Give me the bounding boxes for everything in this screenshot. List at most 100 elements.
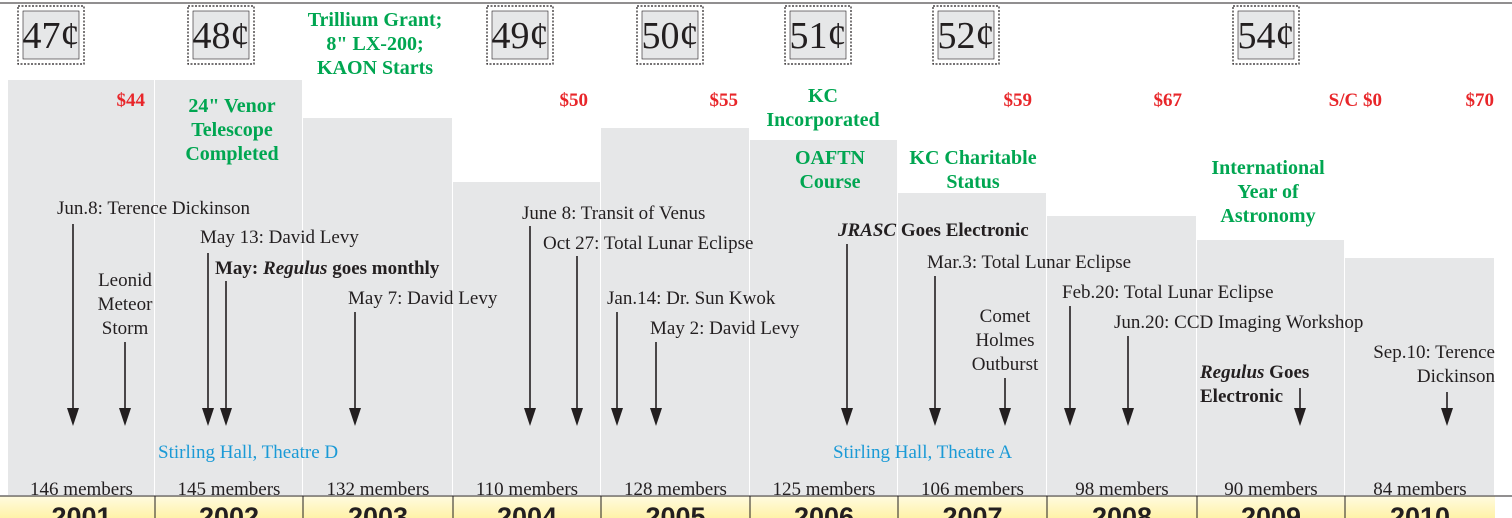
event-arrowhead [999,408,1011,426]
event-arrowhead [67,408,79,426]
event-arrowhead [119,408,131,426]
year-column [1197,240,1344,495]
milestone: Status [946,171,1000,193]
year-column [601,128,749,495]
event-text-part: May 13: David Levy [200,227,359,248]
event-text: May: Regulus goes monthly [215,258,440,279]
year-column [750,140,897,495]
year: 2002 [199,502,259,518]
event-arrowhead [1441,408,1453,426]
event-text-part: Storm [102,318,149,339]
year-cell [898,496,1047,518]
members: 98 members [1075,479,1168,500]
members: 84 members [1373,479,1466,500]
event-text: JRASC Goes Electronic [837,220,1029,241]
stamp-value: 50¢ [642,15,699,57]
event-arrowhead [841,408,853,426]
price: S/C $0 [1329,90,1382,111]
year-cell [1345,496,1495,518]
event-text-part: Outburst [972,354,1039,375]
year-cell [1047,496,1197,518]
content: 146 members 2001 145 members 2002 132 member… [0,5,1512,518]
event-text-part: Jun.8: Terence Dickinson [57,198,251,219]
event-text: Jun.8: Terence Dickinson [57,198,251,219]
event-text: Mar.3: Total Lunar Eclipse [927,252,1131,273]
event-text-part: Dickinson [1417,366,1496,387]
event-arrowhead [220,408,232,426]
year-column [1047,216,1196,495]
milestone: Incorporated [766,109,879,131]
event-text: Storm [102,318,149,339]
year-cell [453,496,601,518]
event-text: Jan.14: Dr. Sun Kwok [607,288,776,309]
event-text-part: Electronic [1200,386,1283,407]
event-text-part: goes monthly [327,258,439,279]
milestone: Course [799,171,860,193]
milestone: International [1211,157,1325,179]
stamp-face [491,10,549,60]
event-text: Sep.10: Terence [1373,342,1495,363]
event-text: Holmes [975,330,1034,351]
stamp-value: 48¢ [193,15,250,57]
milestone: Telescope [191,119,273,141]
event-arrowhead [1064,408,1076,426]
event-arrowhead [571,408,583,426]
year: 2005 [645,502,705,518]
stamp-face [22,10,80,60]
event-text: May 7: David Levy [348,288,498,309]
stamp-value: 54¢ [1238,15,1295,57]
event-text-part: Leonid [98,270,152,291]
event-text: Meteor [98,294,154,315]
stamp-face [641,10,699,60]
price: $50 [560,90,589,111]
members: 90 members [1224,479,1317,500]
year-column [155,80,302,495]
milestone: KAON Starts [317,57,433,79]
year: 2007 [942,502,1002,518]
stamp-value: 52¢ [938,15,995,57]
event-arrowhead [929,408,941,426]
year-cell [601,496,750,518]
event-text: Jun.20: CCD Imaging Workshop [1114,312,1363,333]
event-arrowhead [650,408,662,426]
members: 125 members [773,479,876,500]
year: 2004 [497,502,557,518]
event-arrowhead [349,408,361,426]
stamp-value: 49¢ [492,15,549,57]
milestone: KC Charitable [909,147,1036,169]
year-cell [1197,496,1345,518]
year-column [8,80,154,495]
event-text: Feb.20: Total Lunar Eclipse [1062,282,1274,303]
event-text-part: Regulus [1199,362,1264,383]
event-text-part: Feb.20: Total Lunar Eclipse [1062,282,1274,303]
venue: Stirling Hall, Theatre D [158,442,338,463]
event-text: Dickinson [1417,366,1496,387]
event-text: Oct 27: Total Lunar Eclipse [543,233,753,254]
columns [8,80,1494,495]
event-text: Comet [980,306,1031,327]
event-text-part: May 7: David Levy [348,288,498,309]
price: $70 [1466,90,1495,111]
stamp-value: 47¢ [23,15,80,57]
year: 2003 [348,502,408,518]
year-column [1345,258,1494,495]
event-text-part: Goes [1264,362,1309,383]
event-text-part: Jun.20: CCD Imaging Workshop [1114,312,1363,333]
milestone: Completed [185,143,278,165]
milestone: 8" LX-200; [326,33,423,55]
year-column [898,193,1046,495]
event-text-part: Meteor [98,294,154,315]
stamp-face [789,10,847,60]
milestone: Year of [1237,181,1299,203]
event-text: Outburst [972,354,1039,375]
event-text: May 2: David Levy [650,318,800,339]
stamp-face [937,10,995,60]
year: 2010 [1390,502,1450,518]
members: 132 members [327,479,430,500]
stamp-face [192,10,250,60]
event-arrowhead [202,408,214,426]
event-text: Leonid [98,270,152,291]
year: 2006 [794,502,854,518]
year-cell [0,496,155,518]
